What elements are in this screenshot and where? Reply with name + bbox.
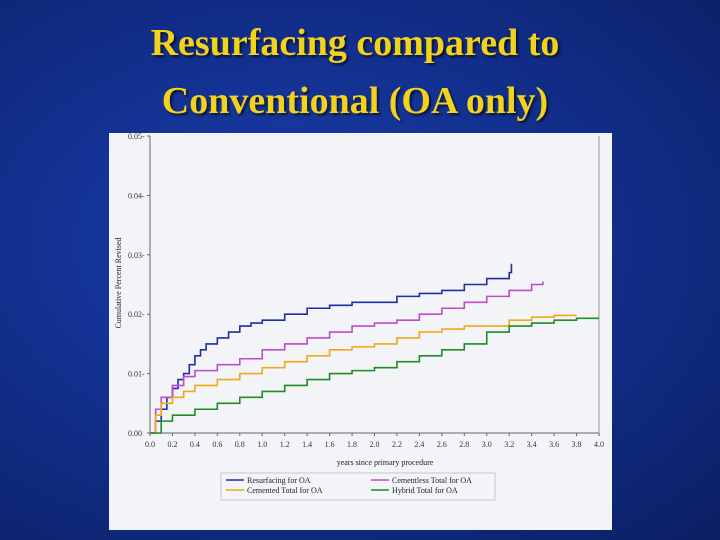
x-tick-label: 0.6 — [212, 440, 222, 449]
series-layer — [150, 263, 599, 434]
series-line-resurfacing-for-oa — [150, 263, 513, 434]
y-tick-label: 0.05- — [128, 133, 145, 141]
slide-title-line-1: Resurfacing compared to — [150, 22, 560, 64]
x-tick-label: 0.8 — [235, 440, 245, 449]
x-tick-label: 1.4 — [302, 440, 312, 449]
x-tick-label: 0.4 — [190, 440, 200, 449]
y-tick-label: 0.03- — [128, 251, 145, 260]
legend-box — [220, 472, 496, 501]
legend: Resurfacing for OA Cementless Total for O… — [220, 472, 496, 501]
legend-label-resurfacing-for-oa: Resurfacing for OA — [247, 476, 311, 485]
x-axis-label: years since primary procedure — [337, 458, 434, 467]
y-tick-label: 0.00 — [128, 429, 142, 438]
x-tick-label: 3.0 — [482, 440, 492, 449]
x-tick-label: 1.0 — [257, 440, 267, 449]
x-tick-label: 2.6 — [437, 440, 447, 449]
y-axis-label: Cumulative Percent Revised — [114, 237, 123, 328]
y-tick-label: 0.02- — [128, 310, 145, 319]
x-tick-label: 4.0 — [594, 440, 604, 449]
x-tick-label: 2.8 — [459, 440, 469, 449]
revision-chart: 0.00 0.01- 0.02- 0.03- 0.04- 0.05- 0.0 0.2 0.4 0.… — [114, 133, 604, 501]
x-tick-label: 3.8 — [572, 440, 582, 449]
slide-title: Resurfacing compared to Conventional (OA… — [0, 14, 710, 130]
x-tick-label: 2.0 — [370, 440, 380, 449]
x-tick-label: 1.8 — [347, 440, 357, 449]
x-tick-label: 0.0 — [145, 440, 155, 449]
series-line-hybrid-total-for-oa — [150, 317, 599, 434]
x-tick-label: 2.4 — [414, 440, 424, 449]
x-tick-label: 3.4 — [527, 440, 537, 449]
legend-label-hybrid-total-for-oa: Hybrid Total for OA — [392, 486, 458, 495]
x-tick-label: 1.6 — [325, 440, 335, 449]
chart-panel: 0.00 0.01- 0.02- 0.03- 0.04- 0.05- 0.0 0.2 0.4 0.… — [109, 133, 612, 530]
x-tick-label: 3.2 — [504, 440, 514, 449]
series-line-cementless-total-for-oa — [150, 281, 544, 434]
y-tick-label: 0.01- — [128, 370, 145, 379]
x-tick-label: 2.2 — [392, 440, 402, 449]
tick-layer: 0.00 0.01- 0.02- 0.03- 0.04- 0.05- 0.0 0.2 0.4 0.… — [128, 133, 604, 449]
legend-label-cemented-total-for-oa: Cemented Total for OA — [247, 486, 323, 495]
slide-title-line-2: Conventional (OA only) — [161, 80, 549, 122]
x-tick-label: 3.6 — [549, 440, 559, 449]
series-line-cemented-total-for-oa — [150, 314, 577, 434]
x-tick-label: 0.2 — [167, 440, 177, 449]
legend-label-cementless-total-for-oa: Cementless Total for OA — [392, 476, 472, 485]
y-tick-label: 0.04- — [128, 191, 145, 200]
x-tick-label: 1.2 — [280, 440, 290, 449]
